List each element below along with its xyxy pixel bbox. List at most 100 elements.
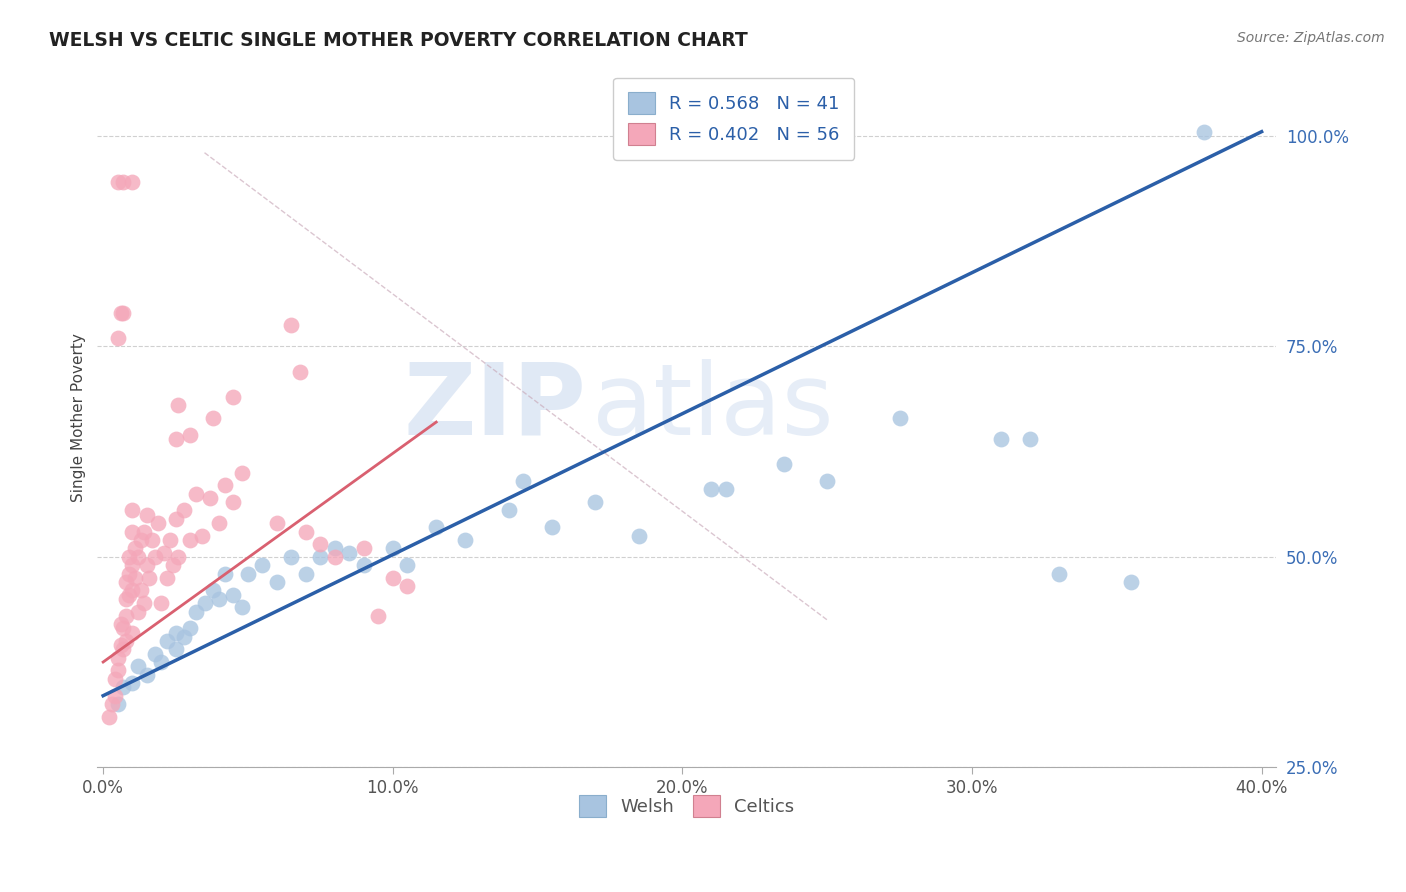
Point — [309, 549, 332, 564]
Point — [381, 571, 404, 585]
Legend: Welsh, Celtics: Welsh, Celtics — [572, 789, 801, 824]
Point — [127, 605, 149, 619]
Point — [143, 647, 166, 661]
Point — [124, 571, 146, 585]
Point — [367, 608, 389, 623]
Point — [121, 558, 143, 573]
Point — [295, 524, 318, 539]
Point — [231, 600, 253, 615]
Point — [202, 410, 225, 425]
Point — [889, 410, 911, 425]
Point — [266, 575, 288, 590]
Point — [222, 390, 245, 404]
Point — [110, 638, 132, 652]
Point — [107, 697, 129, 711]
Point — [112, 306, 135, 320]
Point — [1192, 125, 1215, 139]
Point — [541, 520, 564, 534]
Point — [141, 533, 163, 547]
Point — [156, 634, 179, 648]
Point — [190, 529, 212, 543]
Point — [121, 583, 143, 598]
Point — [288, 365, 311, 379]
Point — [231, 466, 253, 480]
Point — [167, 398, 190, 412]
Point — [107, 664, 129, 678]
Point — [112, 621, 135, 635]
Point — [112, 680, 135, 694]
Point — [118, 549, 141, 564]
Point — [118, 588, 141, 602]
Text: WELSH VS CELTIC SINGLE MOTHER POVERTY CORRELATION CHART: WELSH VS CELTIC SINGLE MOTHER POVERTY CO… — [49, 31, 748, 50]
Point — [202, 583, 225, 598]
Point — [115, 591, 138, 606]
Point — [184, 605, 207, 619]
Point — [167, 549, 190, 564]
Point — [337, 545, 360, 559]
Point — [115, 608, 138, 623]
Text: ZIP: ZIP — [404, 359, 586, 456]
Point — [146, 516, 169, 530]
Point — [309, 537, 332, 551]
Point — [153, 545, 176, 559]
Point — [772, 457, 794, 471]
Point — [323, 541, 346, 556]
Point — [165, 625, 187, 640]
Point — [396, 579, 419, 593]
Point — [193, 596, 215, 610]
Point — [700, 483, 723, 497]
Point — [127, 659, 149, 673]
Point — [135, 667, 157, 681]
Point — [990, 432, 1012, 446]
Point — [159, 533, 181, 547]
Point — [124, 541, 146, 556]
Point — [208, 516, 231, 530]
Point — [381, 541, 404, 556]
Point — [112, 642, 135, 657]
Point — [627, 529, 650, 543]
Point — [266, 516, 288, 530]
Point — [115, 634, 138, 648]
Point — [425, 520, 447, 534]
Point — [454, 533, 477, 547]
Point — [498, 503, 520, 517]
Point — [214, 478, 236, 492]
Point — [132, 596, 155, 610]
Point — [118, 566, 141, 581]
Point — [135, 769, 157, 783]
Point — [135, 508, 157, 522]
Point — [353, 558, 375, 573]
Point — [512, 474, 534, 488]
Point — [110, 617, 132, 632]
Point — [107, 650, 129, 665]
Point — [127, 549, 149, 564]
Point — [179, 427, 201, 442]
Point — [396, 558, 419, 573]
Point — [295, 566, 318, 581]
Text: atlas: atlas — [592, 359, 834, 456]
Point — [132, 524, 155, 539]
Point — [143, 549, 166, 564]
Point — [179, 621, 201, 635]
Point — [97, 710, 120, 724]
Point — [815, 474, 838, 488]
Point — [121, 676, 143, 690]
Point — [121, 175, 143, 189]
Point — [173, 630, 195, 644]
Point — [121, 524, 143, 539]
Point — [135, 558, 157, 573]
Point — [101, 697, 124, 711]
Point — [222, 495, 245, 509]
Point — [353, 541, 375, 556]
Point — [714, 483, 737, 497]
Point — [222, 588, 245, 602]
Point — [252, 558, 274, 573]
Y-axis label: Single Mother Poverty: Single Mother Poverty — [72, 334, 86, 502]
Point — [643, 806, 665, 821]
Point — [156, 571, 179, 585]
Point — [156, 802, 179, 816]
Point — [129, 533, 152, 547]
Point — [110, 306, 132, 320]
Point — [323, 549, 346, 564]
Point — [104, 672, 127, 686]
